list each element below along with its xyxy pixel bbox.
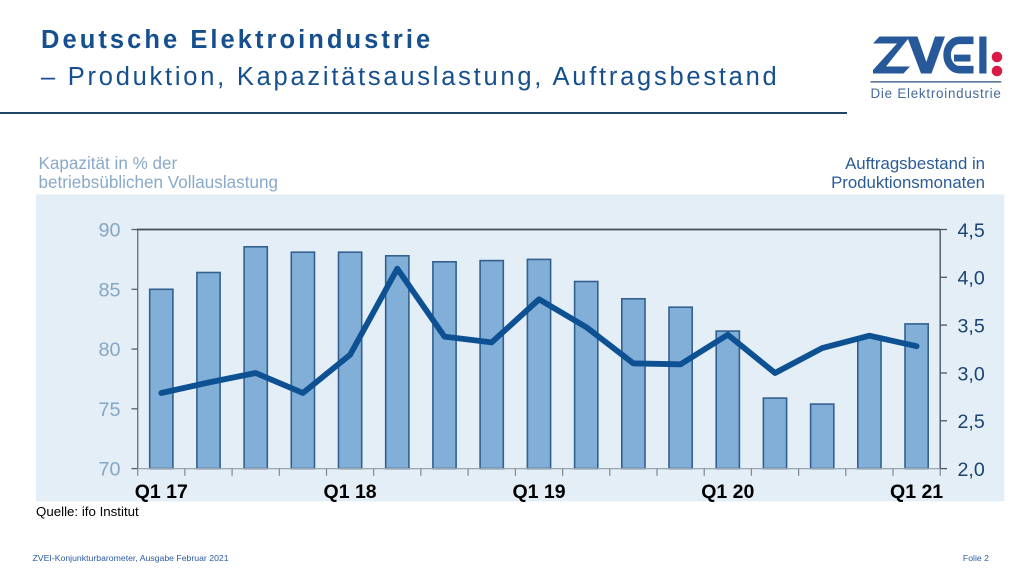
svg-text:80: 80 — [98, 339, 120, 361]
svg-text:4,5: 4,5 — [958, 220, 985, 242]
svg-text:3,0: 3,0 — [958, 363, 985, 385]
svg-text:85: 85 — [98, 279, 120, 301]
svg-text:Q1 18: Q1 18 — [324, 481, 377, 503]
svg-text:75: 75 — [98, 399, 120, 421]
svg-text:2,0: 2,0 — [958, 459, 985, 481]
svg-text:Q1 20: Q1 20 — [701, 481, 754, 503]
svg-text:3,5: 3,5 — [958, 315, 985, 337]
svg-text:2,5: 2,5 — [958, 411, 985, 433]
svg-text:90: 90 — [98, 220, 120, 242]
svg-text:Die Elektroindustrie: Die Elektroindustrie — [871, 86, 1002, 101]
svg-text:Q1 21: Q1 21 — [890, 481, 943, 503]
svg-text:70: 70 — [98, 459, 120, 481]
svg-text:4,0: 4,0 — [958, 268, 985, 290]
svg-text:Q1 19: Q1 19 — [512, 481, 565, 503]
svg-text:Q1 17: Q1 17 — [135, 481, 188, 503]
